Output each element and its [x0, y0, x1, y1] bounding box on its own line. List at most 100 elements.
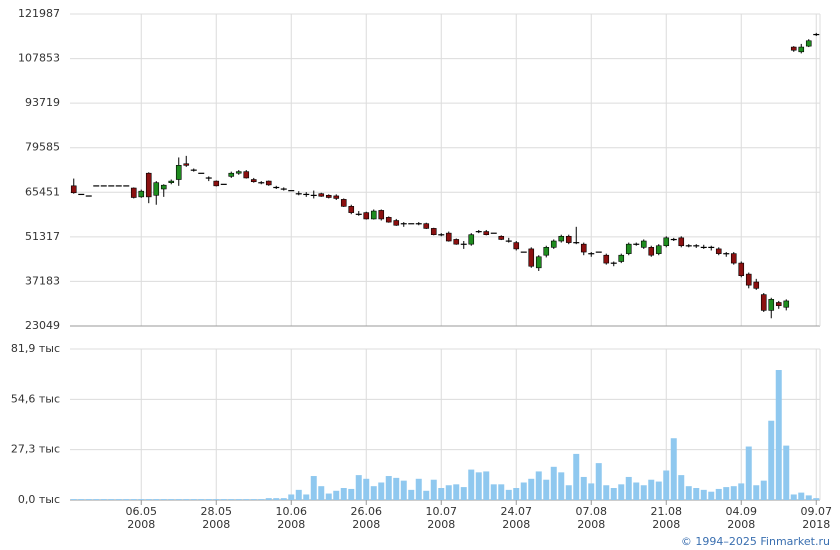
volume-bar: [453, 484, 460, 500]
volume-bar: [378, 482, 385, 500]
volume-bar: [588, 483, 595, 500]
volume-bar: [243, 499, 250, 500]
volume-bar: [288, 494, 295, 500]
candle-body: [303, 193, 310, 196]
candle-body: [520, 251, 527, 253]
candle-body: [573, 242, 580, 244]
candle-body: [333, 195, 340, 199]
candle-body: [108, 185, 115, 187]
volume-bar: [798, 492, 805, 500]
candle-body: [798, 46, 805, 53]
x-tick-label: 10.07 2008: [425, 505, 458, 531]
volume-bar: [318, 486, 325, 500]
x-tick-label: 10.06 2008: [275, 505, 308, 531]
volume-bar: [475, 472, 482, 500]
candle-body: [340, 199, 347, 207]
volume-bar: [790, 494, 797, 500]
candle-body: [768, 299, 775, 311]
candle-body: [618, 254, 625, 262]
candle-body: [438, 234, 445, 236]
volume-bar: [595, 463, 602, 500]
candle-body: [408, 223, 415, 225]
candle-body: [468, 234, 475, 245]
volume-bar: [138, 499, 145, 500]
volume-bar: [438, 488, 445, 500]
candle-body: [558, 235, 565, 242]
volume-bar: [100, 499, 107, 500]
volume-bar: [708, 491, 715, 500]
candle-body: [543, 247, 550, 256]
candle-body: [430, 228, 437, 236]
candle-body: [415, 223, 422, 225]
candle-body: [595, 251, 602, 253]
volume-bar: [415, 478, 422, 500]
candle-body: [250, 179, 257, 183]
candle-body: [655, 245, 662, 254]
volume-bar: [213, 499, 220, 500]
volume-bar: [160, 499, 167, 500]
candle-body: [723, 253, 730, 255]
candle-body: [648, 247, 655, 256]
y-tick-label: 81,9 тыс: [11, 342, 60, 355]
candle-body: [715, 248, 722, 254]
candle-body: [753, 281, 760, 289]
volume-bar: [468, 469, 475, 500]
candle-body: [805, 40, 812, 47]
y-tick-label: 54,6 тыс: [11, 392, 60, 405]
volume-bar: [513, 488, 520, 500]
candle-body: [588, 253, 595, 255]
candle-body: [100, 185, 107, 187]
candle-body: [85, 195, 92, 197]
candle-body: [813, 33, 820, 36]
candle-body: [123, 185, 130, 187]
volume-bar: [235, 499, 242, 500]
volume-bar: [183, 499, 190, 500]
x-tick-label: 07.08 2008: [575, 505, 608, 531]
volume-bar: [93, 499, 100, 500]
source[interactable]: © 1994–2025 Finmarket.ru: [680, 535, 830, 548]
candle-body: [363, 212, 370, 220]
volume-bar: [145, 499, 152, 500]
volume-bar: [768, 420, 775, 500]
y-tick-label: 23049: [25, 319, 60, 332]
volume-bar: [130, 499, 137, 500]
volume-bar: [655, 481, 662, 500]
candle-body: [603, 254, 610, 264]
volume-bar: [565, 485, 572, 500]
volume-bar: [70, 499, 77, 500]
volume-bar: [490, 484, 497, 500]
volume-bar: [745, 446, 752, 500]
x-tick-label: 04.09 2008: [725, 505, 758, 531]
volume-bar: [730, 486, 737, 500]
candle-body: [445, 232, 452, 242]
volume-bar: [400, 480, 407, 500]
candle-body: [738, 262, 745, 276]
candle-body: [730, 253, 737, 264]
candle-body: [205, 177, 212, 179]
volume-bar: [520, 482, 527, 500]
volume-bar: [310, 476, 317, 500]
volume-bar: [168, 499, 175, 500]
volume-bar: [670, 438, 677, 500]
volume-bar: [78, 499, 85, 500]
x-tick-label: 21.08 2008: [650, 505, 683, 531]
y-tick-label: 79585: [25, 141, 60, 154]
x-tick-label: 26.06 2008: [350, 505, 383, 531]
y-tick-label: 121987: [18, 7, 60, 20]
volume-bar: [205, 499, 212, 500]
candle-body: [400, 223, 407, 225]
volume-bar: [340, 488, 347, 500]
candle-body: [775, 302, 782, 306]
volume-bar: [498, 484, 505, 500]
candle-body: [460, 243, 467, 245]
volume-bar: [348, 488, 355, 500]
volume-bar: [640, 485, 647, 500]
candle-body: [220, 183, 227, 185]
volume-bar: [685, 486, 692, 500]
volume-bar: [123, 499, 130, 500]
candle-body: [378, 210, 385, 220]
volume-bar: [693, 488, 700, 500]
candle-body: [198, 172, 205, 174]
volume-bar: [303, 494, 310, 500]
